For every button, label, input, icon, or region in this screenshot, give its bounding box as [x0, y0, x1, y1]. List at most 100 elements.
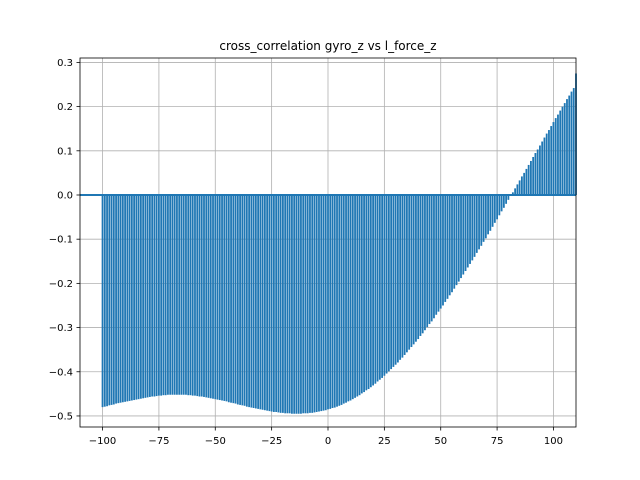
bar: [372, 194, 374, 386]
bar: [234, 194, 237, 404]
bar: [442, 194, 444, 306]
bar: [539, 145, 541, 195]
bar: [261, 194, 264, 410]
bar: [354, 194, 356, 398]
bar: [473, 194, 476, 257]
bar: [356, 194, 359, 397]
bar: [162, 194, 165, 396]
bar: [478, 194, 480, 250]
bar: [297, 194, 300, 414]
bar: [119, 194, 122, 403]
bar: [396, 194, 399, 363]
bar: [496, 194, 498, 220]
y-tick-label: −0.1: [49, 235, 73, 246]
y-tick-label: −0.5: [49, 411, 73, 422]
bar: [365, 194, 368, 391]
bar: [466, 194, 469, 268]
bar: [198, 194, 201, 397]
bar: [408, 194, 411, 350]
bar: [245, 194, 248, 407]
bar: [426, 194, 429, 328]
bar: [155, 194, 158, 397]
bar: [203, 194, 205, 397]
bar: [124, 194, 126, 402]
bar: [487, 194, 489, 235]
chart-title: cross_correlation gyro_z vs l_force_z: [219, 39, 436, 53]
x-tick-label: −75: [148, 436, 169, 447]
bar: [164, 194, 167, 396]
bar: [410, 194, 413, 348]
bar: [430, 194, 433, 322]
bar: [502, 194, 505, 208]
bar: [160, 194, 163, 396]
bar: [302, 194, 305, 414]
bar: [225, 194, 228, 402]
bar: [435, 194, 438, 315]
bar: [223, 194, 226, 401]
bar: [390, 194, 393, 370]
bar: [295, 194, 298, 414]
x-tick-label: 50: [434, 436, 447, 447]
bar: [263, 194, 266, 411]
bar: [500, 194, 503, 212]
y-tick-label: 0.2: [57, 102, 73, 113]
bar: [185, 194, 187, 395]
bar: [200, 194, 203, 397]
x-tick-label: 100: [544, 436, 563, 447]
bar: [268, 194, 271, 412]
bar: [561, 106, 564, 195]
bar: [394, 194, 397, 365]
bar: [205, 194, 208, 398]
bar: [385, 194, 388, 374]
bar: [291, 194, 293, 414]
bar: [505, 194, 508, 204]
x-tick-label: 75: [491, 436, 504, 447]
bar: [338, 194, 341, 406]
bar: [363, 194, 365, 393]
bar: [176, 194, 178, 395]
y-tick-label: 0.3: [57, 58, 73, 69]
bar: [236, 194, 239, 405]
bar: [146, 194, 149, 398]
bar: [437, 194, 440, 312]
bar: [439, 194, 442, 309]
bar: [374, 194, 377, 384]
bar: [169, 194, 172, 395]
bar: [250, 194, 253, 408]
bar: [286, 194, 289, 414]
bar: [367, 194, 370, 389]
bar: [272, 194, 275, 412]
bar: [252, 194, 255, 408]
bar: [376, 194, 379, 382]
bar: [329, 194, 332, 409]
bar: [433, 194, 435, 319]
bar: [121, 194, 124, 403]
bar: [406, 194, 408, 353]
bar: [489, 194, 492, 231]
bar: [378, 194, 381, 380]
bar: [464, 194, 467, 272]
bar: [277, 194, 280, 413]
bar: [103, 194, 106, 407]
bar: [173, 194, 176, 395]
bar: [475, 194, 478, 253]
bar: [360, 194, 363, 394]
bar: [153, 194, 156, 397]
y-tick-label: −0.3: [49, 323, 73, 334]
bar: [212, 194, 214, 399]
x-tick-label: 25: [378, 436, 391, 447]
bar: [417, 194, 420, 340]
bar: [318, 194, 320, 412]
bar: [514, 188, 517, 195]
bar: [331, 194, 334, 408]
bar: [306, 194, 309, 414]
bar: [115, 194, 117, 404]
bar: [158, 194, 160, 396]
bar: [541, 141, 544, 195]
bar: [270, 194, 273, 412]
bar: [139, 194, 142, 399]
bar: [428, 194, 431, 325]
bar: [498, 194, 501, 216]
bar: [196, 194, 199, 397]
bar: [311, 194, 314, 413]
